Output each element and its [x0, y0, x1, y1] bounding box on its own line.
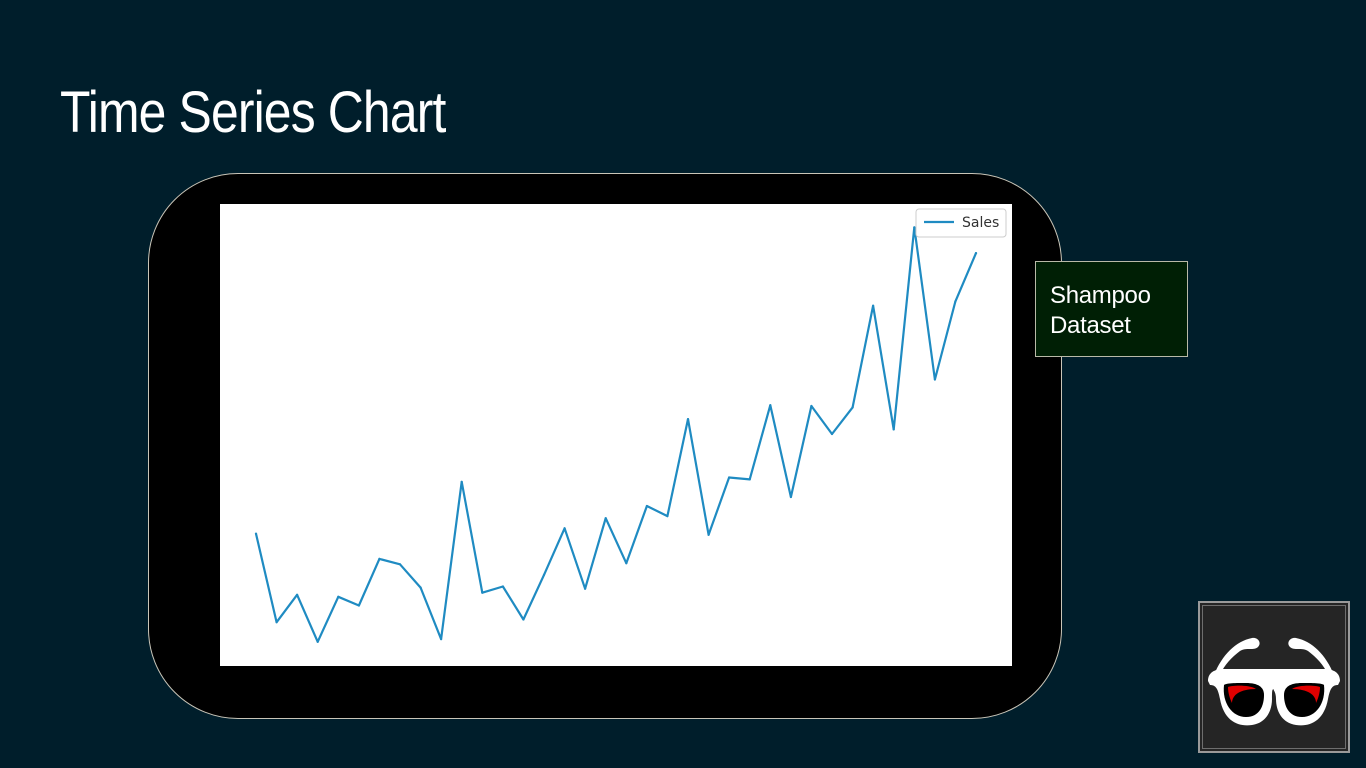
data-point	[686, 418, 690, 421]
series-line-sales	[254, 226, 978, 643]
data-point	[707, 533, 710, 536]
data-point	[378, 557, 381, 560]
data-point	[316, 640, 319, 643]
data-point	[460, 480, 463, 483]
data-point	[501, 585, 504, 588]
data-point	[974, 252, 978, 255]
data-point	[542, 573, 546, 576]
logo	[1198, 601, 1350, 753]
data-point	[419, 586, 422, 589]
data-point	[892, 428, 895, 431]
data-point	[851, 406, 854, 409]
data-point	[830, 432, 834, 436]
data-point	[604, 517, 607, 520]
data-point	[337, 595, 340, 598]
data-point	[481, 591, 484, 594]
data-point	[254, 532, 258, 535]
data-point	[810, 404, 813, 408]
data-point	[748, 478, 751, 481]
callout-line-2: Dataset	[1050, 312, 1131, 339]
data-point	[954, 300, 957, 303]
glasses-icon	[1208, 637, 1340, 726]
data-point	[728, 476, 731, 479]
legend-label-sales: Sales	[962, 215, 999, 231]
data-point	[440, 638, 443, 641]
line-chart: Sales	[254, 208, 1007, 643]
series-points	[254, 226, 978, 643]
data-point	[666, 515, 669, 518]
data-point	[933, 378, 937, 381]
data-point	[769, 404, 772, 407]
data-point	[296, 593, 299, 596]
legend: Sales	[915, 208, 1007, 238]
dataset-callout: Shampoo Dataset	[1035, 261, 1188, 357]
data-point	[275, 621, 278, 624]
data-point	[522, 618, 525, 621]
plot-area: Sales	[220, 204, 1012, 666]
data-point	[563, 527, 566, 530]
legend-box	[915, 208, 1007, 238]
data-point	[872, 304, 875, 307]
data-point	[913, 226, 916, 229]
slide-title: Time Series Chart	[60, 80, 446, 145]
data-point	[398, 563, 402, 566]
data-point	[357, 604, 360, 607]
data-point	[625, 562, 628, 565]
callout-line-1: Shampoo	[1050, 282, 1151, 309]
data-point	[789, 495, 793, 499]
data-point	[645, 504, 648, 508]
data-point	[584, 587, 587, 590]
